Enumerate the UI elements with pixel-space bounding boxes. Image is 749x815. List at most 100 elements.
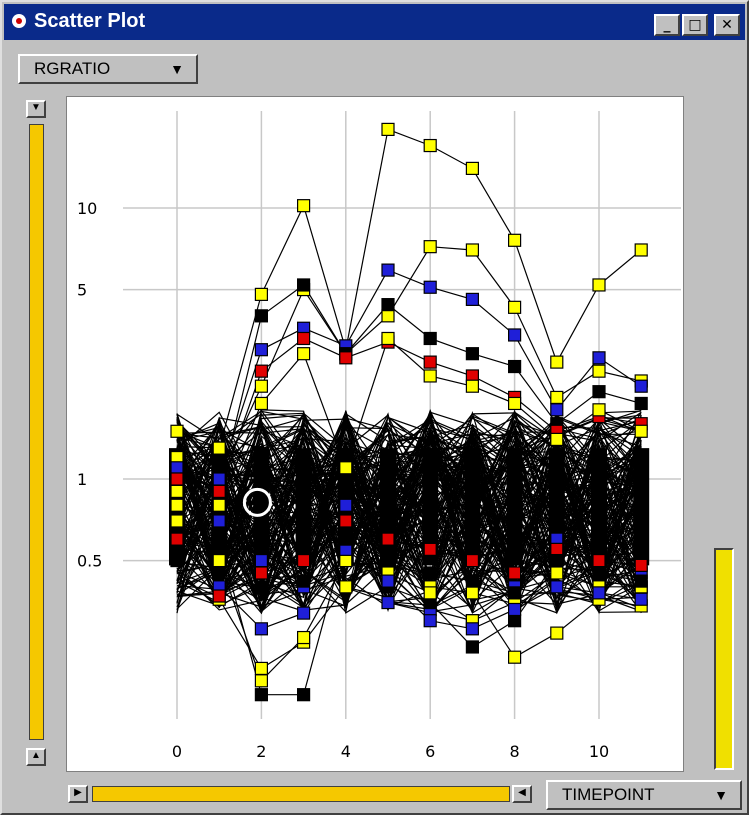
data-point (170, 424, 184, 438)
series-line (176, 503, 642, 622)
data-point (212, 498, 226, 512)
data-point (339, 553, 353, 568)
data-point (212, 484, 226, 499)
y-tick-label: 5 (77, 281, 87, 300)
data-point (508, 300, 522, 314)
data-point (170, 514, 184, 528)
data-point (212, 566, 226, 580)
minimize-button[interactable]: _ (654, 14, 680, 36)
series-line (176, 520, 642, 682)
close-button[interactable]: ✕ (714, 14, 740, 36)
slider-up-button[interactable]: ▼ (26, 100, 46, 118)
data-point (297, 331, 311, 346)
data-point (170, 498, 184, 512)
x-range-track[interactable] (92, 786, 510, 802)
data-point (254, 553, 268, 568)
series-line (176, 246, 642, 480)
data-point (423, 566, 437, 580)
data-point (550, 403, 564, 417)
triangle-down-icon: ▼ (170, 61, 184, 77)
y-tick-label: 1 (77, 470, 87, 489)
record-icon[interactable] (12, 14, 26, 28)
series-line (176, 128, 642, 449)
y-variable-dropdown[interactable]: RGRATIO ▼ (18, 54, 198, 84)
data-point (254, 396, 268, 411)
x-variable-dropdown[interactable]: TIMEPOINT ▼ (546, 780, 742, 810)
x-tick-label: 4 (341, 742, 351, 761)
point-cluster (633, 448, 650, 566)
triangle-down-icon: ▼ (714, 787, 728, 803)
data-point (634, 243, 648, 257)
x-range-slider[interactable]: ▶ ◀ (66, 782, 534, 806)
point-cluster (506, 448, 523, 566)
x-tick-label: 2 (256, 742, 266, 761)
data-point (339, 351, 353, 365)
data-point (254, 566, 268, 580)
point-cluster (422, 448, 439, 566)
y-range-track[interactable] (29, 124, 44, 740)
data-point (170, 532, 184, 546)
slider-down-button[interactable]: ▲ (26, 748, 46, 766)
point-cluster (591, 448, 607, 566)
data-point (508, 566, 522, 580)
data-point (465, 243, 479, 257)
data-point (381, 298, 395, 312)
data-point (254, 580, 268, 594)
data-point (592, 586, 606, 600)
series-line (176, 284, 642, 493)
data-point (423, 586, 437, 600)
data-point (592, 278, 606, 292)
window-title: Scatter Plot (34, 10, 146, 32)
y-tick-label: 0.5 (77, 552, 102, 571)
data-point (465, 586, 479, 600)
selection-circle (242, 487, 272, 517)
data-point (297, 606, 311, 620)
data-point (465, 161, 479, 175)
data-point (339, 532, 353, 546)
slider-right-button[interactable]: ◀ (512, 785, 532, 803)
data-point (508, 396, 522, 411)
data-point (212, 472, 226, 486)
data-point (212, 553, 226, 568)
point-cluster (253, 448, 270, 566)
data-point (465, 292, 479, 306)
plot-area[interactable]: 0 2 4 6 8 10 0.5 1 5 10 (66, 96, 684, 772)
y-range-slider[interactable]: ▼ ▲ (24, 98, 50, 770)
data-point (254, 309, 268, 323)
data-point (254, 622, 268, 636)
data-point (297, 630, 311, 645)
data-point (381, 263, 395, 277)
data-point (508, 602, 522, 617)
data-point (423, 331, 437, 346)
data-point (592, 351, 606, 365)
data-point (592, 553, 606, 568)
data-point (634, 396, 648, 411)
data-point (381, 574, 395, 588)
data-point (170, 472, 184, 486)
series-line (176, 538, 642, 630)
series-line (176, 505, 642, 670)
data-point (339, 514, 353, 528)
data-point (339, 461, 353, 475)
data-point (254, 364, 268, 378)
data-point (508, 650, 522, 664)
data-point (634, 558, 648, 572)
data-point (634, 379, 648, 393)
series-line (176, 337, 642, 507)
data-point (550, 626, 564, 640)
data-point (465, 640, 479, 654)
x-variable-label: TIMEPOINT (562, 785, 655, 804)
slider-left-button[interactable]: ▶ (68, 785, 88, 803)
data-point (550, 390, 564, 405)
data-point (634, 574, 648, 588)
profile-line (176, 424, 642, 615)
data-point (170, 553, 184, 568)
data-point (592, 403, 606, 417)
line-chart: 0 2 4 6 8 10 0.5 1 5 10 (77, 111, 681, 761)
data-point (550, 355, 564, 369)
maximize-button[interactable]: □ (682, 14, 708, 36)
title-bar[interactable]: Scatter Plot _ □ ✕ (4, 4, 745, 40)
data-point (423, 138, 437, 153)
data-point (170, 461, 184, 475)
data-point (465, 553, 479, 568)
